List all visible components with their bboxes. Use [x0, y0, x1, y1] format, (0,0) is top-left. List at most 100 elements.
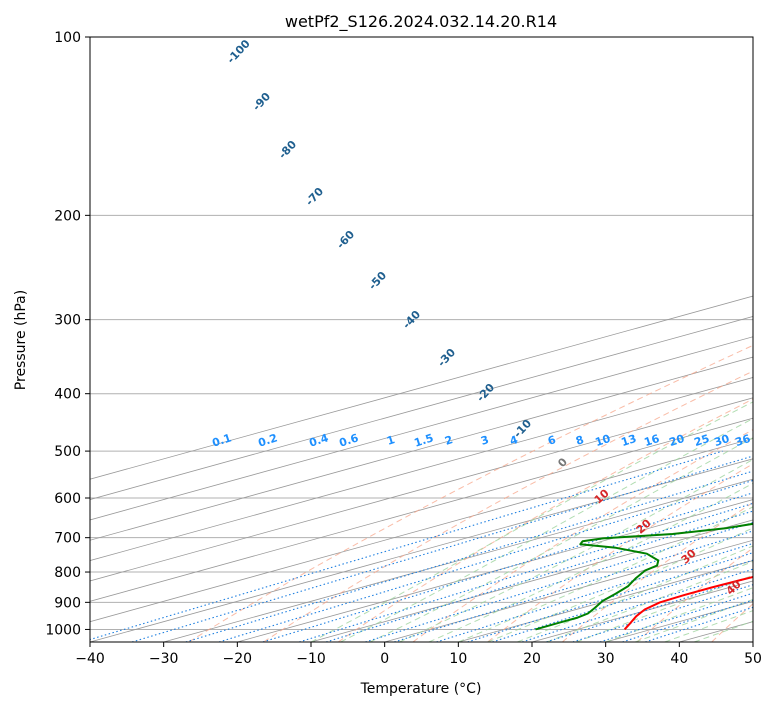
mixing-ratio-label: 0.2 [257, 431, 280, 449]
x-axis-label: Temperature (°C) [360, 681, 482, 697]
isotherm-line [90, 336, 753, 521]
mixing-ratio-line [492, 559, 753, 642]
moist-adiabat-line [664, 610, 753, 642]
isotherm-line [90, 458, 753, 642]
isotherm-label: -30 [435, 346, 458, 370]
x-tick-label: 0 [380, 651, 389, 667]
isotherm-line [90, 417, 753, 602]
moist-adiabat-line [693, 620, 753, 642]
mixing-ratio-label: 36 [734, 432, 753, 449]
moist-adiabat-line [369, 437, 753, 642]
isotherm-label: -20 [474, 381, 497, 405]
moist-adiabat-line [310, 401, 753, 642]
mixing-ratio-label: 13 [620, 432, 639, 449]
isotherm-label: -100 [224, 37, 253, 66]
isotherm-line [752, 641, 753, 642]
mixing-ratio-line [599, 592, 753, 642]
isotherm-label: -60 [334, 228, 357, 252]
mixing-ratio-label: 0.6 [338, 431, 361, 449]
dewpoint-line [535, 522, 753, 631]
mixing-ratio-label: 3 [479, 433, 490, 448]
mixing-ratio-line [436, 542, 753, 642]
y-tick-label: 1000 [45, 622, 81, 638]
x-tick-label: −20 [223, 651, 253, 667]
mixing-ratio-line [325, 510, 753, 642]
background-lines [90, 37, 753, 642]
mixing-ratio-label: 10 [594, 432, 613, 449]
y-tick-label: 800 [54, 565, 81, 581]
plot-frame [89, 36, 754, 643]
y-tick-label: 100 [54, 30, 81, 46]
y-tick-label: 400 [54, 387, 81, 403]
mixing-ratio-label: 1 [385, 433, 396, 448]
mixing-ratio-label: 8 [574, 433, 585, 448]
profile-lines [535, 522, 753, 631]
isotherm-line [163, 478, 753, 642]
moist-adiabat-line [340, 418, 753, 642]
dry-adiabat-label: 20 [634, 516, 654, 536]
mixing-ratio-line [262, 492, 753, 642]
dry-adiabat-label: 30 [679, 546, 699, 566]
mixing-ratio-label: 0.4 [308, 431, 331, 449]
x-tick-label: −10 [296, 651, 326, 667]
mixing-ratio-label: 4 [508, 433, 520, 448]
y-axis-label: Pressure (hPa) [13, 290, 29, 390]
mixing-ratio-label: 6 [546, 433, 558, 448]
x-tick-label: 20 [523, 651, 541, 667]
dry-adiabat-line [337, 398, 753, 642]
moist-adiabat-line [517, 545, 753, 642]
x-tick-label: 40 [670, 651, 688, 667]
moist-adiabat-line [576, 574, 753, 642]
mixing-ratio-label: 30 [713, 432, 732, 449]
y-tick-label: 600 [54, 491, 81, 507]
isotherm-line [531, 580, 753, 642]
mixing-ratio-line [90, 450, 723, 641]
isotherm-line [90, 377, 753, 562]
isotherm-label: -80 [276, 138, 299, 162]
isotherm-label: -90 [250, 90, 273, 114]
isotherm-label: -50 [366, 269, 389, 293]
x-tick-label: −40 [75, 651, 105, 667]
isotherm-line [90, 315, 753, 500]
y-tick-label: 900 [54, 595, 81, 611]
y-tick-label: 700 [54, 531, 81, 547]
moist-adiabat-line [428, 482, 753, 642]
axes: −40 −30 −20 −10 0 10 20 30 40 5010009008007006005… [45, 30, 762, 667]
moist-adiabat-line [458, 506, 753, 642]
dry-adiabat-line [412, 429, 753, 642]
x-tick-label: −30 [149, 651, 179, 667]
mixing-ratio-line [185, 470, 753, 642]
moist-adiabat-line [634, 598, 753, 642]
mixing-ratio-label: 0.1 [211, 431, 234, 449]
x-tick-label: 50 [744, 651, 762, 667]
dry-adiabat-label: 10 [592, 486, 612, 506]
dry-adiabat-line [636, 547, 753, 642]
moist-adiabat-line [605, 587, 753, 642]
isotherm-label: -40 [400, 308, 423, 332]
isotherm-label: 0 [555, 455, 570, 470]
dry-adiabat-line [263, 370, 753, 642]
mixing-ratio-line [299, 502, 753, 642]
mixing-ratio-label: 16 [643, 432, 662, 449]
x-tick-label: 10 [449, 651, 467, 667]
isotherm-line [310, 519, 753, 642]
y-tick-label: 300 [54, 313, 81, 329]
chart-title: wetPf2_S126.2024.032.14.20.R14 [285, 12, 557, 32]
mixing-ratio-line [622, 599, 753, 642]
x-tick-label: 30 [597, 651, 615, 667]
mixing-ratio-label: 2 [443, 433, 454, 448]
isotherm-line [90, 356, 753, 541]
isotherm-line [384, 539, 753, 642]
isotherm-line [237, 499, 753, 642]
mixing-ratio-label: 20 [668, 432, 687, 449]
mixing-ratio-line [218, 479, 753, 642]
moist-adiabat-line [399, 458, 753, 642]
isotherm-label: -70 [303, 185, 326, 209]
mixing-ratio-label: 1.5 [413, 431, 436, 449]
mixing-ratio-label: 25 [693, 432, 712, 449]
y-tick-label: 500 [54, 444, 81, 460]
mixing-ratio-line [572, 584, 753, 642]
mixing-ratio-line [546, 576, 753, 642]
isotherm-line [90, 438, 753, 623]
isotherm-line [90, 397, 753, 582]
